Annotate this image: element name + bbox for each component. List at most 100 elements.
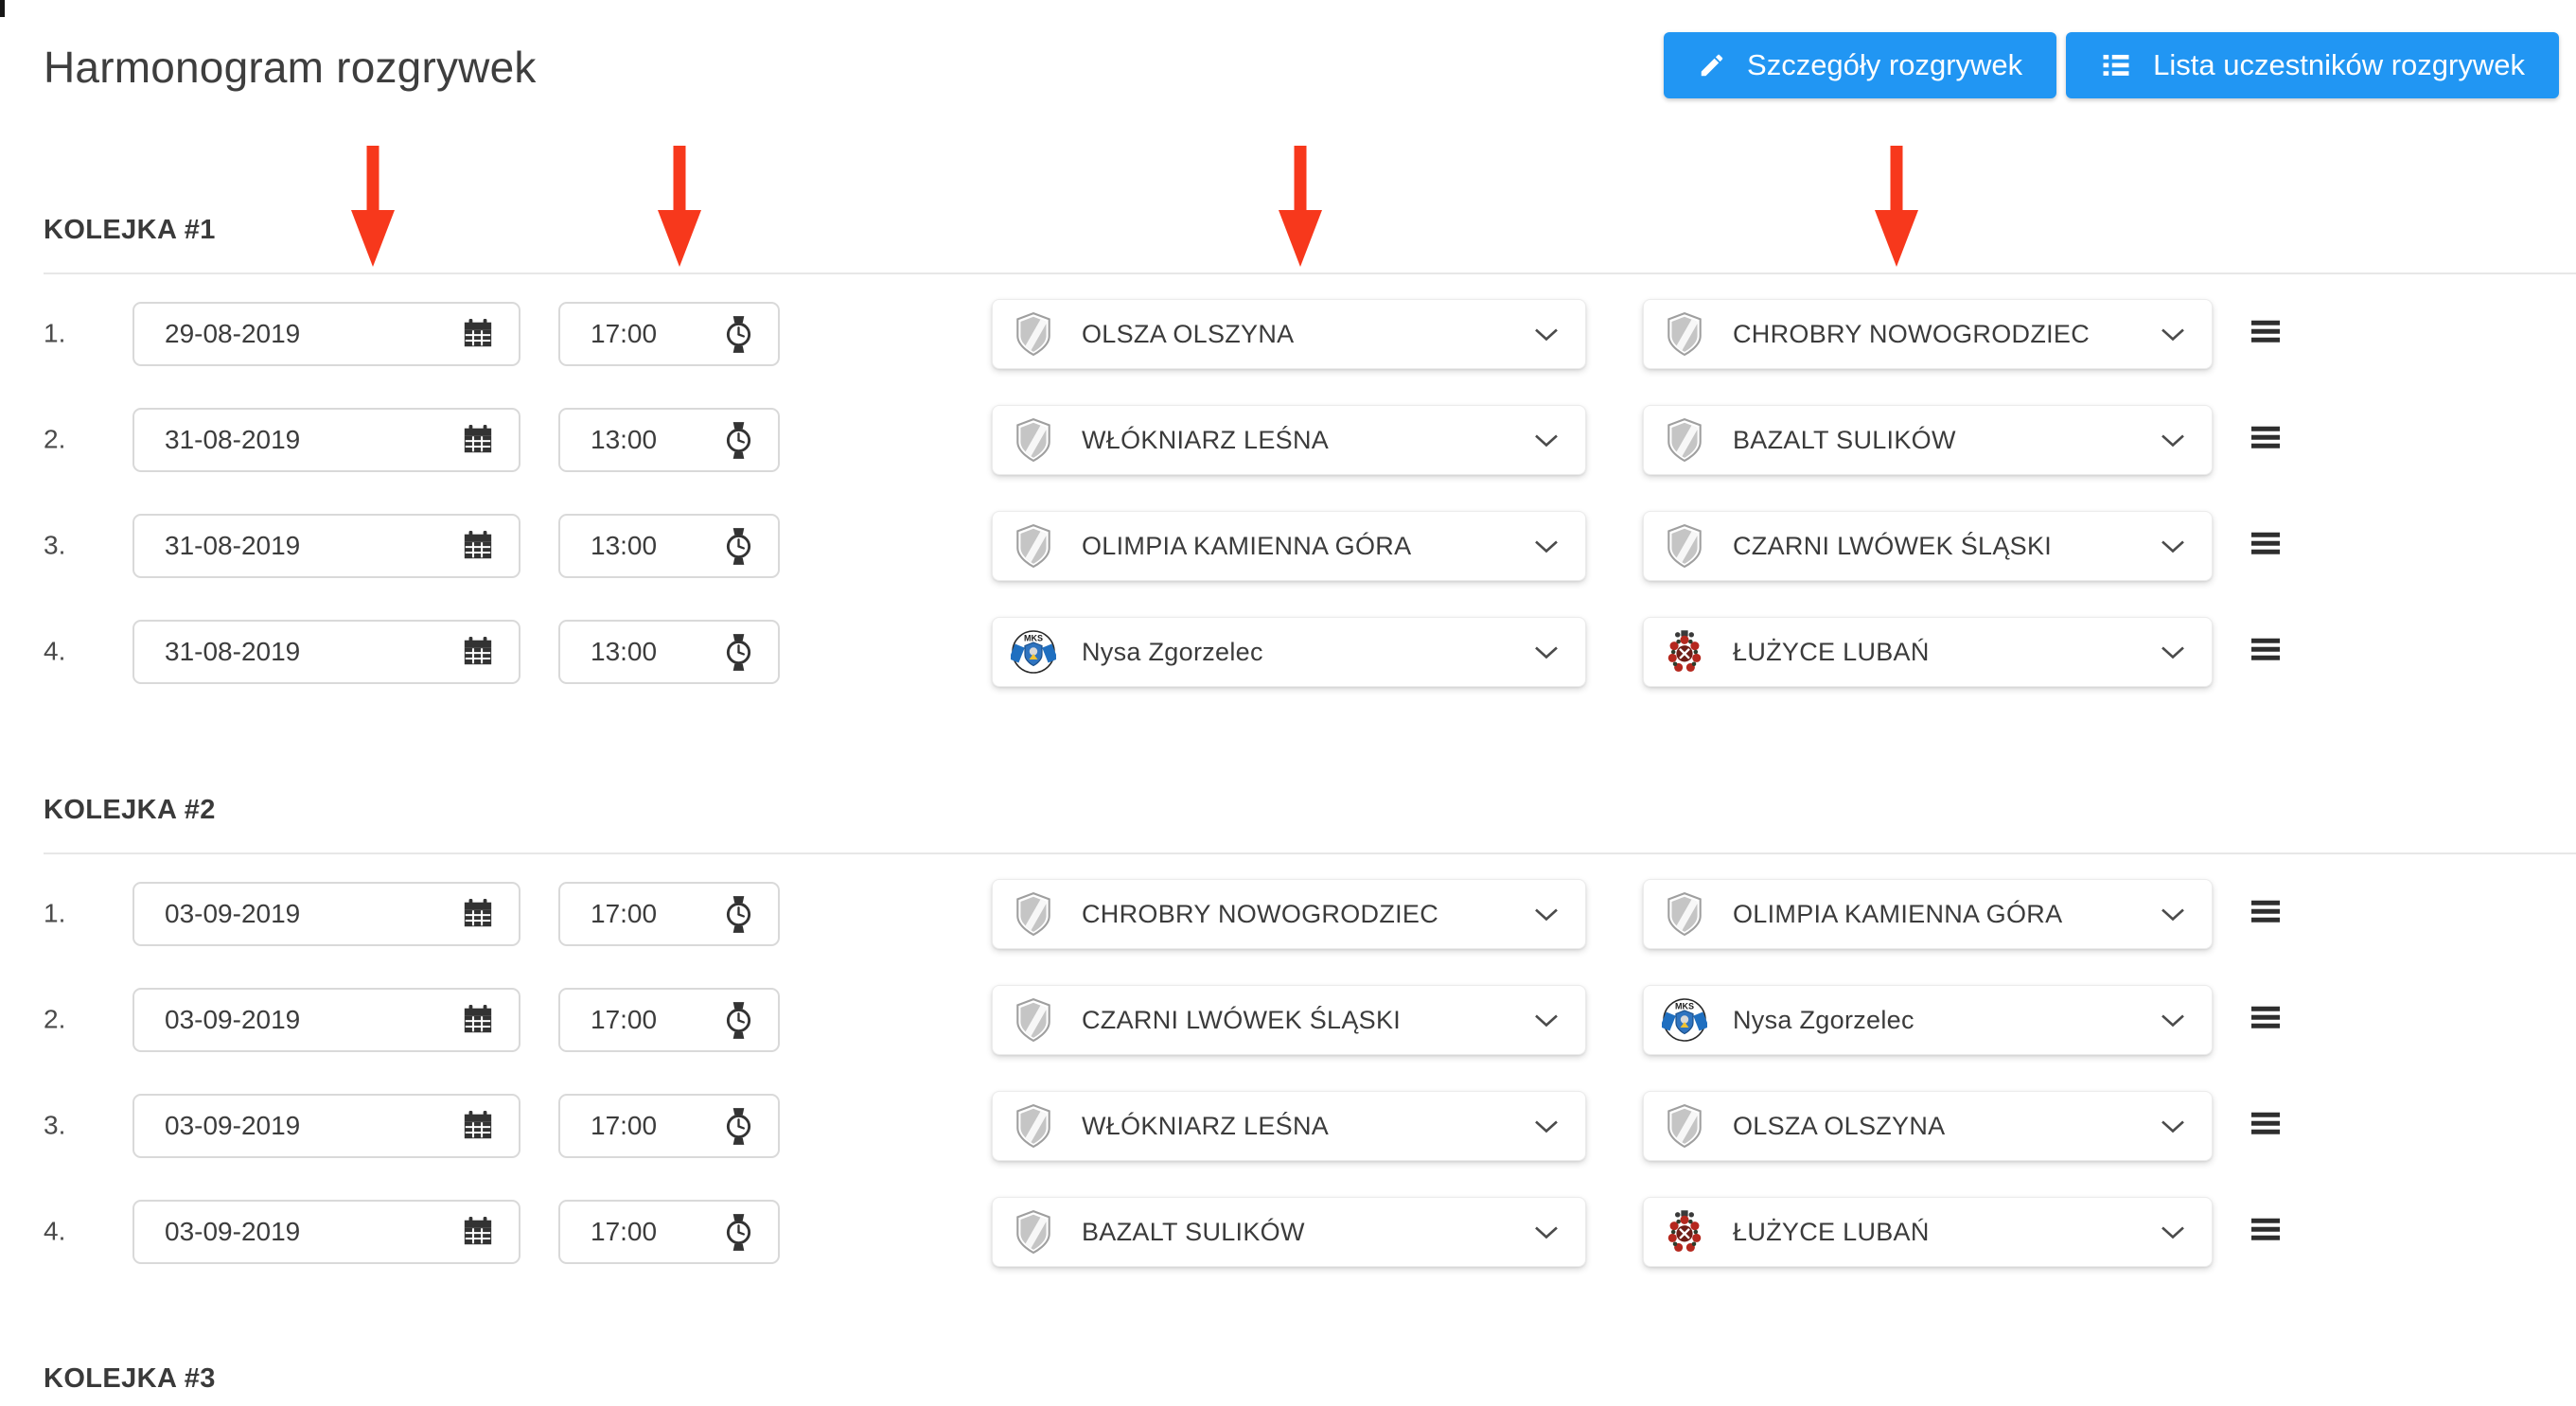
time-input[interactable]: 17:00 [558,302,780,366]
watch-icon[interactable] [724,1107,753,1146]
drag-handle-icon[interactable] [2251,1006,2280,1028]
watch-icon[interactable] [724,633,753,672]
team-name: CZARNI LWÓWEK ŚLĄSKI [1733,531,2053,560]
chevron-down-icon [1534,1119,1559,1134]
team-crest-icon [1661,1207,1708,1257]
team-name: OLIMPIA KAMIENNA GÓRA [1082,531,1412,560]
red-arrow-date-column [351,146,395,267]
watch-icon[interactable] [724,1213,753,1252]
date-input[interactable]: 31-08-2019 [132,620,520,684]
date-input[interactable]: 31-08-2019 [132,514,520,578]
match-row: 2. 03-09-2019 17:00 [0,985,2576,1055]
home-team-select[interactable]: OLIMPIA KAMIENNA GÓRA [992,511,1586,581]
team-crest-icon [1661,1101,1708,1151]
drag-handle-icon[interactable] [2251,1112,2280,1134]
team-crest-icon [1661,889,1708,939]
calendar-icon[interactable] [462,530,494,562]
team-name: OLIMPIA KAMIENNA GÓRA [1733,899,2063,928]
calendar-icon[interactable] [462,1004,494,1036]
away-team-select[interactable]: ŁUŻYCE LUBAŃ [1643,1197,2213,1267]
chevron-down-icon [2161,1225,2185,1239]
match-number: 1. [44,898,66,928]
round-section: KOLEJKA #1 1. 29-08-2019 17:00 [0,214,2576,726]
svg-text:MKS: MKS [1024,634,1043,643]
away-team-select[interactable]: ŁUŻYCE LUBAŃ [1643,617,2213,687]
drag-handle-icon[interactable] [2251,638,2280,660]
chevron-down-icon [1534,1225,1559,1239]
calendar-icon[interactable] [462,636,494,668]
away-team-select[interactable]: BAZALT SULIKÓW [1643,405,2213,475]
drag-handle-icon[interactable] [2251,320,2280,343]
date-input[interactable]: 03-09-2019 [132,882,520,946]
calendar-icon[interactable] [462,424,494,456]
date-value: 31-08-2019 [165,531,301,560]
home-team-select[interactable]: BAZALT SULIKÓW [992,1197,1586,1267]
date-value: 03-09-2019 [165,1005,301,1034]
date-input[interactable]: 03-09-2019 [132,1094,520,1158]
away-team-select[interactable]: CHROBRY NOWOGRODZIEC [1643,299,2213,369]
details-button[interactable]: Szczegóły rozgrywek [1664,32,2057,98]
watch-icon[interactable] [724,895,753,934]
watch-icon[interactable] [724,1001,753,1040]
red-arrow-home-team-column [1279,146,1322,267]
team-name: OLSZA OLSZYNA [1733,1111,1946,1140]
home-team-select[interactable]: CZARNI LWÓWEK ŚLĄSKI [992,985,1586,1055]
home-team-select[interactable]: WŁÓKNIARZ LEŚNA [992,405,1586,475]
away-team-select[interactable]: CZARNI LWÓWEK ŚLĄSKI [1643,511,2213,581]
round-divider [44,272,2576,274]
time-value: 13:00 [591,425,658,454]
round-section: KOLEJKA #3 [0,1362,2576,1406]
chevron-down-icon [2161,1119,2185,1134]
svg-text:MKS: MKS [1675,1002,1694,1011]
team-crest-icon: MKS [1661,995,1708,1045]
time-input[interactable]: 17:00 [558,1094,780,1158]
drag-handle-icon[interactable] [2251,532,2280,554]
drag-handle-icon[interactable] [2251,900,2280,923]
time-input[interactable]: 17:00 [558,988,780,1052]
away-team-select[interactable]: MKS Nysa Zgorzelec [1643,985,2213,1055]
calendar-icon[interactable] [462,318,494,350]
match-row: 3. 31-08-2019 13:00 [0,511,2576,581]
date-value: 03-09-2019 [165,1111,301,1140]
date-input[interactable]: 31-08-2019 [132,408,520,472]
calendar-icon[interactable] [462,1216,494,1248]
calendar-icon[interactable] [462,898,494,930]
red-arrow-time-column [658,146,701,267]
team-name: BAZALT SULIKÓW [1733,425,1956,454]
team-crest-icon [1661,521,1708,571]
match-number: 1. [44,318,66,348]
participants-button[interactable]: Lista uczestników rozgrywek [2066,32,2559,98]
match-number: 2. [44,1004,66,1034]
home-team-select[interactable]: CHROBRY NOWOGRODZIEC [992,879,1586,949]
date-input[interactable]: 03-09-2019 [132,988,520,1052]
watch-icon[interactable] [724,421,753,460]
team-name: BAZALT SULIKÓW [1082,1217,1305,1246]
date-input[interactable]: 03-09-2019 [132,1200,520,1264]
time-input[interactable]: 13:00 [558,514,780,578]
away-team-select[interactable]: OLSZA OLSZYNA [1643,1091,2213,1161]
watch-icon[interactable] [724,315,753,354]
round-divider [44,852,2576,854]
team-name: Nysa Zgorzelec [1082,637,1263,666]
time-input[interactable]: 17:00 [558,1200,780,1264]
time-input[interactable]: 13:00 [558,408,780,472]
watch-icon[interactable] [724,527,753,566]
home-team-select[interactable]: MKS Nysa Zgorzelec [992,617,1586,687]
date-input[interactable]: 29-08-2019 [132,302,520,366]
drag-handle-icon[interactable] [2251,426,2280,448]
home-team-select[interactable]: WŁÓKNIARZ LEŚNA [992,1091,1586,1161]
away-team-select[interactable]: OLIMPIA KAMIENNA GÓRA [1643,879,2213,949]
time-value: 17:00 [591,899,658,928]
drag-handle-icon[interactable] [2251,1218,2280,1240]
chevron-down-icon [1534,539,1559,554]
time-value: 13:00 [591,531,658,560]
calendar-icon[interactable] [462,1110,494,1142]
team-crest-icon [1010,889,1057,939]
match-row: 3. 03-09-2019 17:00 [0,1091,2576,1161]
team-crest-icon [1010,1207,1057,1257]
home-team-select[interactable]: OLSZA OLSZYNA [992,299,1586,369]
time-input[interactable]: 13:00 [558,620,780,684]
time-input[interactable]: 17:00 [558,882,780,946]
team-name: WŁÓKNIARZ LEŚNA [1082,425,1330,454]
